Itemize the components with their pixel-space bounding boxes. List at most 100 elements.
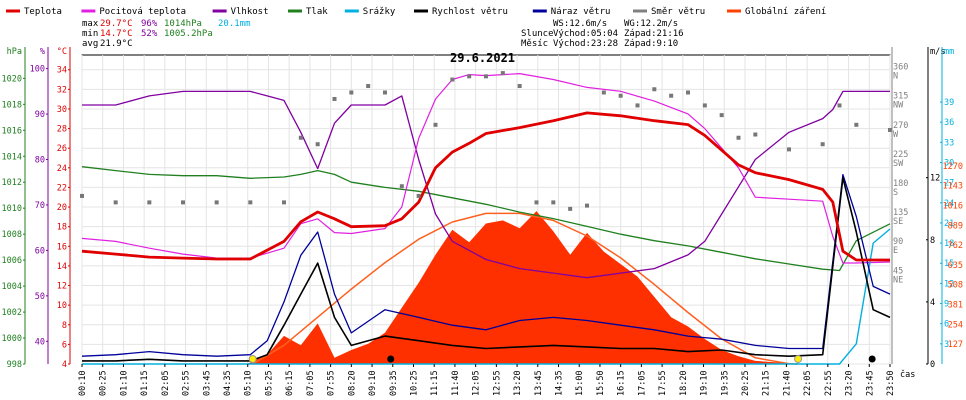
- x-tick-label: 10:25: [409, 370, 419, 396]
- rain-axis-tick-label: 9: [944, 300, 949, 310]
- stat-avg-label: avg: [82, 39, 98, 49]
- wind-dir-point: [601, 90, 606, 95]
- x-tick-label: 21:40: [782, 370, 792, 396]
- humidity-axis-tick-label: 70: [35, 201, 45, 211]
- humidity-line: [82, 90, 890, 279]
- wind-dir-point: [719, 113, 724, 118]
- chart-title: 29.6.2021: [450, 51, 515, 65]
- pressure-axis-tick-label: 1012: [2, 178, 22, 188]
- wind-gust-line: [81, 173, 891, 357]
- clear-sky-radiation-line: [252, 212, 799, 365]
- radiation-fill: [82, 211, 890, 364]
- pressure-axis-tick-label: 1004: [2, 282, 22, 292]
- radiation-tick-label: 127: [948, 340, 963, 350]
- temperature-axis-tick-label: 8: [62, 321, 67, 331]
- rain-axis-tick-label: 33: [944, 138, 954, 148]
- x-tick-label: 17:05: [637, 370, 647, 396]
- x-tick-label: 22:55: [824, 370, 834, 396]
- wind-dir-compass-label: NW: [893, 101, 904, 111]
- rain-axis-tick-label: 27: [944, 179, 954, 189]
- x-tick-label: 07:55: [327, 370, 337, 396]
- wind-dir-point: [181, 200, 185, 205]
- temperature-axis-unit: °C: [57, 47, 67, 57]
- humidity-axis-unit: %: [40, 47, 45, 57]
- x-tick-label: 21:15: [762, 370, 772, 396]
- wind-dir-point: [147, 200, 152, 205]
- wind-dir-compass-label: S: [893, 188, 898, 198]
- x-tick-label: 09:35: [389, 370, 399, 396]
- stat-min-press: 1005.2hPa: [164, 29, 213, 39]
- temperature-axis-tick-label: 18: [57, 223, 67, 233]
- temperature-axis-tick-label: 24: [57, 164, 67, 174]
- wind-dir-point: [534, 200, 539, 205]
- wind-dir-tick-label: 45: [893, 266, 903, 276]
- radiation-tick-label: 1270: [943, 162, 963, 172]
- wind-dir-compass-label: SW: [893, 159, 904, 169]
- wind-dir-point: [433, 122, 438, 127]
- legend-label: Srážky: [363, 7, 396, 17]
- stat-max-press: 1014hPa: [164, 19, 202, 29]
- rain-axis-tick-label: 24: [944, 199, 954, 209]
- wind-dir-point: [736, 135, 741, 140]
- wind-dir-tick-label: 90: [893, 237, 903, 247]
- wind-dir-point: [669, 93, 674, 98]
- radiation-tick-label: 889: [948, 221, 963, 231]
- radiation-tick-label: 1143: [943, 182, 963, 192]
- x-tick-label: 00:25: [99, 370, 109, 396]
- pressure-line: [81, 166, 891, 272]
- wind-dir-compass-label: NE: [893, 275, 903, 285]
- pressure-axis-tick-label: 1008: [2, 230, 22, 240]
- legend-label: Rychlost větru: [432, 7, 508, 17]
- axes: 00:10 00:25 01:10 01:15 02:05 02:55 03:45 04:35…: [2, 47, 963, 396]
- stats-panel: max 29.7°C 96% 1014hPa 20.1mm min 14.7°C…: [82, 19, 684, 49]
- wind-dir-point: [113, 200, 118, 205]
- wind-dir-point: [820, 142, 825, 147]
- series-lines: [80, 71, 892, 365]
- temperature-axis-tick-label: 20: [57, 203, 67, 213]
- wind-dir-point: [416, 193, 421, 198]
- wind-speed-axis-tick-label: 8: [930, 236, 935, 246]
- rain-axis-tick-label: 12: [944, 279, 954, 289]
- humidity-axis-tick-label: 100: [30, 65, 45, 75]
- x-tick-label: 23:50: [886, 370, 896, 396]
- legend-label: Tlak: [306, 7, 328, 17]
- wind-speed-axis-tick-label: 4: [930, 298, 935, 308]
- x-tick-label: 14:35: [555, 370, 565, 396]
- stat-moon-label: Měsíc: [521, 39, 548, 49]
- wind-dir-point: [383, 90, 387, 95]
- stat-min-label: min: [82, 29, 98, 39]
- wind-dir-point: [282, 200, 286, 205]
- pressure-axis-tick-label: 1000: [2, 334, 22, 344]
- wind-dir-tick-label: 225: [893, 150, 908, 160]
- radiation-tick-label: 635: [948, 261, 963, 271]
- stat-sunrise: Východ:05:04: [553, 29, 618, 39]
- stat-min-temp: 14.7°C: [100, 29, 133, 39]
- stat-avg-temp: 21.9°C: [100, 39, 133, 49]
- pressure-axis-tick-label: 1010: [2, 204, 22, 214]
- temperature-axis-tick-label: 4: [62, 360, 67, 370]
- wind-dir-point: [753, 132, 758, 137]
- humidity-axis-tick-label: 50: [35, 292, 45, 302]
- pressure-axis-unit: hPa: [7, 47, 22, 57]
- temperature-axis-tick-label: 10: [57, 301, 67, 311]
- rain-axis-unit: mm: [944, 47, 954, 57]
- stat-min-hum: 52%: [141, 29, 158, 39]
- x-tick-label: 19:10: [700, 370, 710, 396]
- rain-axis-tick-label: 6: [944, 320, 949, 330]
- x-tick-label: 12:55: [492, 370, 502, 396]
- humidity-axis-tick-label: 90: [35, 110, 45, 120]
- rain-axis-tick-label: 21: [944, 219, 954, 229]
- radiation-tick-label: 1016: [943, 201, 963, 211]
- wind-dir-point: [399, 184, 404, 189]
- wind-dir-point: [248, 200, 253, 205]
- x-tick-label: 13:20: [513, 370, 523, 396]
- legend-label: Směr větru: [651, 7, 705, 17]
- wind-dir-point: [450, 77, 455, 82]
- x-tick-label: 16:15: [617, 370, 627, 396]
- pressure-axis-tick-label: 1006: [2, 256, 22, 266]
- wind-dir-point: [635, 103, 640, 108]
- sunset-marker: [794, 355, 803, 363]
- temperature-axis-tick-label: 26: [57, 144, 67, 154]
- x-tick-label: 20:25: [741, 370, 751, 396]
